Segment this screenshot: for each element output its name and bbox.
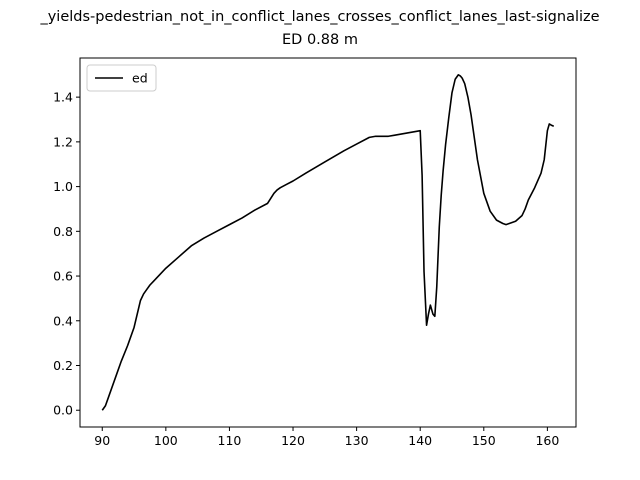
plot-area [80,58,576,427]
legend: ed [86,64,157,92]
x-tick-label: 130 [345,433,369,448]
legend-label-ed: ed [132,71,148,86]
y-tick-label: 0.2 [53,358,73,373]
y-tick-label: 1.2 [53,134,73,149]
x-tick-label: 160 [535,433,559,448]
y-tick-label: 1.4 [53,90,73,105]
x-tick-label: 150 [472,433,496,448]
y-tick-label: 0.8 [53,224,73,239]
chart-subtitle: ED 0.88 m [282,32,358,48]
x-axis: 90 100 110 120 130 140 150 160 [94,427,559,448]
x-tick-label: 90 [94,433,110,448]
x-tick-label: 110 [218,433,242,448]
x-tick-label: 120 [281,433,305,448]
series-line-ed [101,73,555,411]
y-tick-label: 1.0 [53,179,73,194]
x-tick-label: 140 [408,433,432,448]
y-tick-label: 0.4 [53,313,73,328]
series-layer [101,73,555,411]
y-axis: 0.0 0.2 0.4 0.6 0.8 1.0 1.2 1.4 [53,90,80,418]
x-tick-label: 100 [154,433,178,448]
plot-frame [79,57,577,428]
chart-title: _yields-pedestrian_not_in_conflict_lanes… [39,9,599,25]
y-tick-label: 0.0 [53,403,73,418]
y-tick-label: 0.6 [53,269,73,284]
